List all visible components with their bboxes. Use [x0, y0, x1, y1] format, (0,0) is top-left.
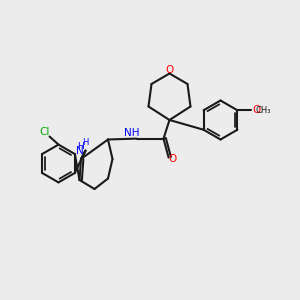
Text: H: H [77, 142, 83, 151]
Text: CH₃: CH₃ [256, 106, 271, 115]
Text: NH: NH [124, 128, 140, 138]
Text: O: O [252, 105, 260, 115]
Text: H: H [82, 138, 88, 147]
Text: O: O [165, 64, 174, 75]
Text: O: O [168, 154, 176, 164]
Text: Cl: Cl [40, 127, 50, 137]
Text: N: N [76, 146, 84, 156]
